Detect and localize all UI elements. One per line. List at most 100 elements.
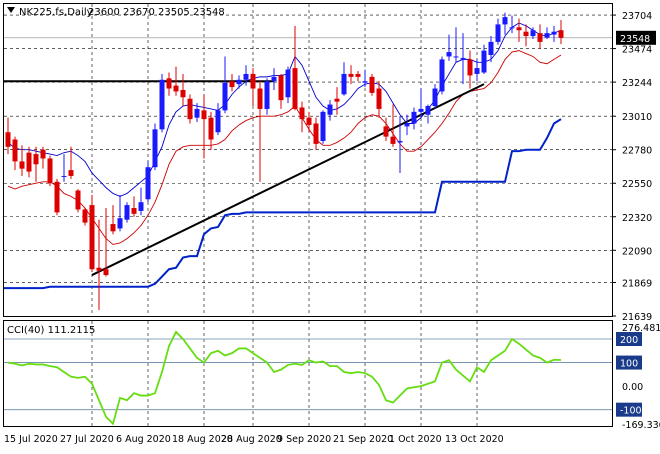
- date-tick-label: 21 Sep 2020: [333, 434, 393, 445]
- candle-body: [495, 24, 501, 42]
- candle-body: [166, 78, 172, 89]
- candle-body: [243, 73, 249, 80]
- candle-body: [26, 152, 32, 172]
- candle-body: [250, 73, 256, 89]
- candle-body: [551, 31, 557, 35]
- candle-body: [173, 85, 179, 92]
- candle-body: [89, 205, 95, 270]
- candle-body: [201, 110, 207, 120]
- candle-body: [544, 33, 550, 38]
- candle-body: [187, 98, 193, 120]
- candle-body: [285, 69, 291, 98]
- price-tick-label: 23010: [622, 112, 652, 123]
- cci-level-badge: [616, 332, 642, 347]
- candle-body: [68, 170, 74, 176]
- candle-body: [369, 76, 375, 93]
- candle-body: [229, 81, 235, 88]
- cci-label: CCI(40) 111.2115: [7, 325, 95, 336]
- candle-body: [383, 126, 389, 137]
- candle-body: [180, 89, 186, 98]
- candle-body: [530, 30, 536, 37]
- current-price-label: 23548: [620, 34, 650, 45]
- candle-body: [96, 267, 102, 271]
- candle-body: [278, 75, 284, 101]
- candle-body: [397, 140, 403, 143]
- candle-body: [481, 50, 487, 73]
- candle-body: [152, 129, 158, 168]
- price-tick-label: 22320: [622, 213, 652, 224]
- cci-panel-frame: [3, 320, 613, 427]
- candle-body: [474, 68, 480, 74]
- candles: [5, 12, 564, 311]
- cci-tick-label: -100: [620, 406, 642, 417]
- candle-body: [110, 224, 116, 232]
- candle-body: [117, 218, 123, 229]
- date-tick-label: 28 Aug 2020: [221, 434, 282, 445]
- candle-body: [12, 139, 18, 162]
- candle-body: [341, 73, 347, 95]
- trend-line: [91, 83, 485, 276]
- price-tick-label: 23244: [622, 78, 652, 89]
- candle-body: [425, 106, 431, 115]
- candle-body: [194, 108, 200, 118]
- price-tick-label: 23704: [622, 11, 652, 22]
- candle-body: [502, 17, 508, 25]
- candle-body: [292, 68, 298, 109]
- candle-body: [257, 88, 263, 109]
- ohlc-values: 23600 23670 23505 23548: [88, 7, 225, 18]
- cci-tick-label: 100: [620, 359, 638, 370]
- price-tick-label: 22550: [622, 179, 652, 190]
- series-layer: [4, 22, 612, 290]
- main-panel-frame: [3, 3, 613, 317]
- price-tick-label: 21869: [622, 278, 652, 289]
- price-tick-label: 21639: [622, 312, 652, 323]
- candle-body: [264, 81, 270, 109]
- candle-body: [523, 31, 529, 37]
- candle-body: [418, 108, 424, 112]
- price-tick-label: 22780: [622, 146, 652, 157]
- cci-line: [7, 330, 562, 426]
- candle-body: [432, 88, 438, 107]
- candle-body: [313, 123, 319, 144]
- candle-body: [75, 190, 81, 210]
- candle-body: [537, 33, 543, 42]
- candle-body: [124, 205, 130, 220]
- candle-body: [411, 111, 417, 124]
- date-tick-label: 1 Oct 2020: [389, 434, 442, 445]
- price-tick-label: 22090: [622, 246, 652, 257]
- candle-body: [348, 73, 354, 77]
- axes: 15 Jul 2020 27 Jul 2020 6 Aug 2020 18 Aug 2…: [4, 11, 660, 445]
- cci-tick-label: -169.336: [622, 420, 660, 431]
- candle-body: [516, 27, 522, 31]
- date-tick-label: 6 Aug 2020: [116, 434, 171, 445]
- candle-body: [558, 30, 564, 38]
- candle-body: [299, 107, 305, 120]
- candle-body: [404, 123, 410, 127]
- cci-tick-label: 0.00: [622, 382, 643, 393]
- candle-body: [376, 88, 382, 109]
- date-tick-label: 27 Jul 2020: [60, 434, 114, 445]
- candle-body: [236, 79, 242, 85]
- candle-body: [334, 98, 340, 102]
- candle-body: [439, 59, 445, 92]
- candle-body: [138, 202, 144, 211]
- candle-body: [467, 59, 473, 76]
- candle-body: [5, 132, 11, 147]
- candle-body: [103, 269, 109, 276]
- price-tick-label: 23474: [622, 45, 652, 56]
- candle-body: [509, 27, 515, 29]
- grid: [4, 4, 612, 426]
- date-tick-label: 9 Sep 2020: [277, 434, 331, 445]
- date-tick-label: 13 Oct 2020: [445, 434, 504, 445]
- candle-body: [355, 73, 361, 77]
- candle-body: [215, 110, 221, 133]
- cci-level-badge: [616, 355, 642, 370]
- candle-body: [19, 161, 25, 169]
- candle-body: [320, 111, 326, 141]
- date-tick-label: 18 Aug 2020: [172, 434, 233, 445]
- candle-body: [208, 117, 214, 140]
- candle-body: [159, 79, 165, 130]
- candle-body: [453, 56, 459, 58]
- candle-body: [54, 181, 60, 213]
